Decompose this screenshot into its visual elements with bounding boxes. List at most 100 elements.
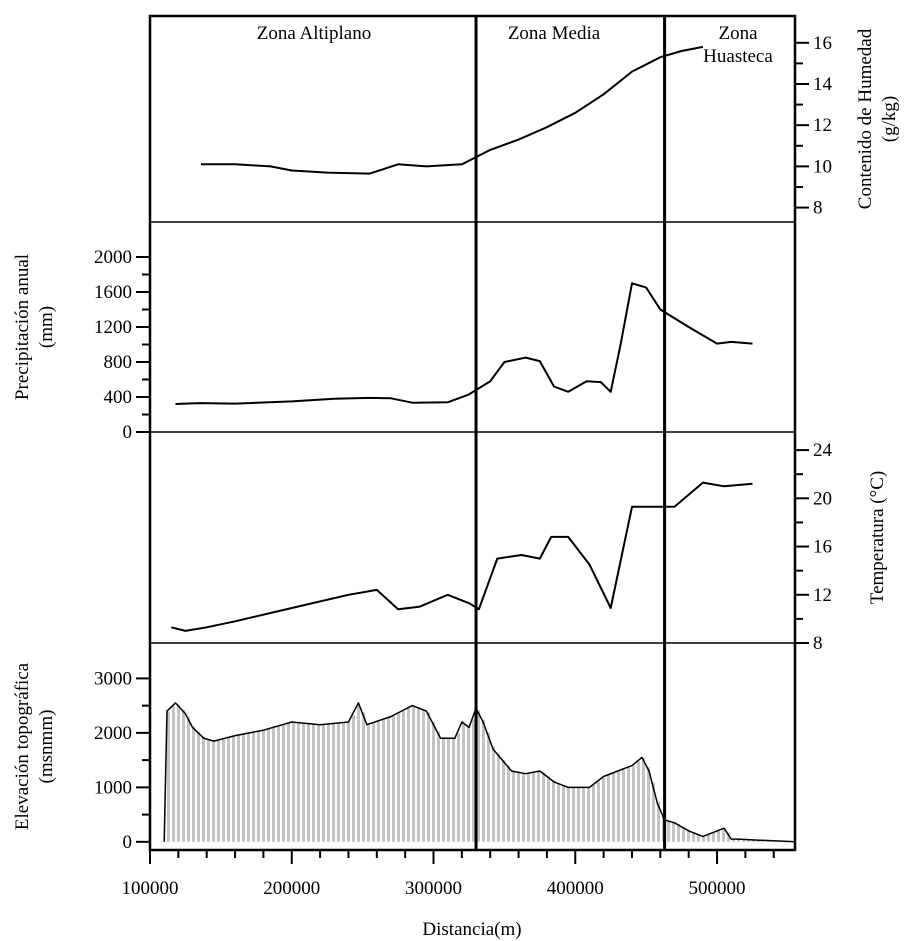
elevation-bar — [267, 729, 270, 842]
elevation-bar — [727, 832, 730, 842]
elevation-bar — [612, 773, 615, 842]
x-tick-label: 100000 — [122, 878, 179, 899]
elevation-bar — [402, 710, 405, 842]
elevation-bar — [312, 723, 315, 842]
elevation-bar — [477, 710, 480, 842]
zone-label: Zona — [718, 23, 758, 44]
elevacion-tick-label: 3000 — [94, 668, 132, 689]
zone-boundaries — [474, 16, 667, 850]
elevation-bar — [427, 712, 430, 842]
precipitacion-axis-title: Precipitación anual — [12, 254, 33, 400]
elevation-bar — [302, 722, 305, 842]
elevation-bar — [412, 705, 415, 842]
elevation-bar — [232, 736, 235, 842]
elevation-bar — [622, 769, 625, 842]
elevation-bar — [307, 723, 310, 842]
elevation-bar — [277, 726, 280, 842]
elevation-bar — [417, 707, 420, 842]
elevation-bar — [732, 839, 735, 842]
humedad-tick-label: 16 — [813, 33, 832, 54]
humedad-tick-label: 10 — [813, 156, 832, 177]
zone-label: Zona Altiplano — [257, 23, 372, 44]
elevation-bar — [742, 839, 745, 842]
elevation-bar — [642, 757, 645, 842]
elevation-bar — [627, 767, 630, 842]
elevation-bar — [287, 723, 290, 842]
x-tick-label: 400000 — [547, 878, 604, 899]
elevation-bar — [392, 716, 395, 842]
elevation-bar — [702, 836, 705, 842]
elevation-bar — [507, 765, 510, 842]
elevation-bar — [452, 738, 455, 842]
humedad-axis-title: Contenido de Humedad — [855, 28, 876, 209]
temperatura-axis-title: Temperatura (°C) — [867, 471, 888, 604]
elevation-bar — [737, 839, 740, 842]
elevation-bar — [747, 839, 750, 842]
elevation-bar — [492, 746, 495, 842]
elevation-bar — [167, 711, 170, 842]
elevation-bar — [602, 777, 605, 842]
humedad-tick-label: 8 — [813, 198, 823, 219]
x-tick-label: 200000 — [263, 878, 320, 899]
elevation-bar — [362, 712, 365, 842]
elevation-bar — [502, 759, 505, 842]
precipitacion-axis-title: (mm) — [36, 306, 57, 348]
elevation-bar — [597, 781, 600, 842]
elevation-bar — [212, 740, 215, 842]
elevation-bar — [217, 740, 220, 842]
elevation-bar — [342, 722, 345, 842]
elevation-bar — [607, 775, 610, 842]
elevation-bar — [487, 732, 490, 842]
elevation-bar — [677, 824, 680, 842]
elevation-bar — [567, 786, 570, 842]
elevation-bar — [532, 772, 535, 842]
elevation-bar — [257, 731, 260, 842]
elevation-bar — [352, 715, 355, 842]
elevation-bar — [192, 726, 195, 842]
humedad-axis-title: (g/kg) — [879, 96, 900, 142]
elevation-bar — [447, 738, 450, 842]
elevation-bar — [327, 724, 330, 842]
elevation-bar — [572, 787, 575, 842]
elevation-bar — [652, 782, 655, 842]
elevation-bar — [542, 772, 545, 842]
elevation-bars — [167, 704, 785, 842]
elevation-bar — [187, 716, 190, 842]
elevation-bar — [587, 787, 590, 842]
elevation-bar — [382, 719, 385, 842]
elevation-bar — [252, 732, 255, 842]
elevation-bar — [547, 776, 550, 842]
elevation-bar — [237, 735, 240, 842]
elevation-bar — [272, 727, 275, 842]
elevation-bar — [222, 738, 225, 842]
elevation-bar — [637, 761, 640, 842]
elevation-bar — [467, 725, 470, 842]
elevation-bar — [247, 733, 250, 842]
elevation-bar — [422, 709, 425, 842]
elevation-bar — [387, 717, 390, 842]
elevation-bar — [522, 773, 525, 842]
elevation-bar — [672, 822, 675, 842]
elevation-bar — [657, 801, 660, 842]
elevation-bar — [442, 738, 445, 842]
elevation-bar — [582, 787, 585, 842]
elevation-bar — [512, 771, 515, 842]
elevation-bar — [692, 832, 695, 842]
elevation-bar — [242, 734, 245, 842]
elevation-bar — [472, 719, 475, 842]
precipitacion-line — [175, 282, 753, 405]
elevation-bar — [172, 706, 175, 842]
elevacion-tick-label: 0 — [123, 832, 133, 853]
elevation-bar — [752, 839, 755, 842]
elevacion-tick-label: 2000 — [94, 723, 132, 744]
elevation-bar — [617, 771, 620, 842]
elevation-bar — [177, 704, 180, 842]
elevation-bar — [407, 708, 410, 842]
elevation-bar — [282, 724, 285, 842]
humedad-line — [201, 45, 704, 175]
elevation-bar — [682, 827, 685, 842]
elevation-bar — [497, 753, 500, 842]
elevation-bar — [227, 737, 230, 842]
elevation-bar — [357, 705, 360, 842]
elevation-bar — [297, 722, 300, 842]
